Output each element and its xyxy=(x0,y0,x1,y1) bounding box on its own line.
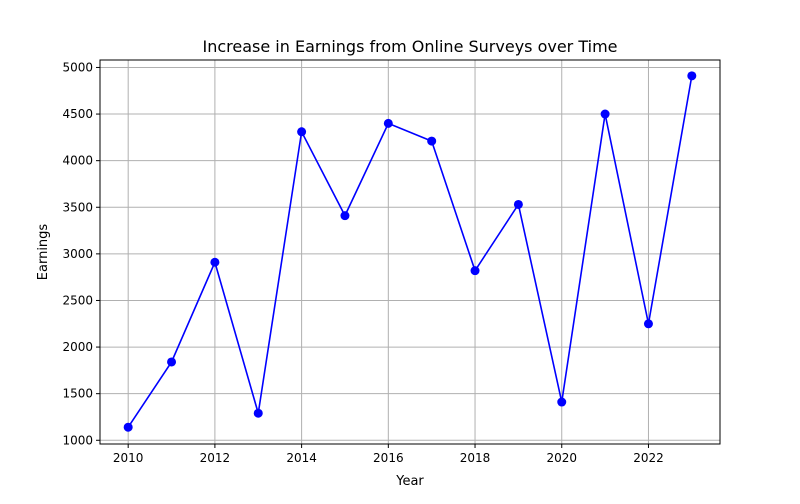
data-point xyxy=(557,397,567,407)
data-point xyxy=(687,71,697,81)
data-point xyxy=(210,257,220,267)
x-tick-label: 2012 xyxy=(200,451,231,465)
y-tick-label: 4000 xyxy=(62,154,93,168)
grid-lines xyxy=(100,60,720,444)
data-point xyxy=(123,422,133,432)
y-tick-label: 3500 xyxy=(62,200,93,214)
y-tick-label: 1500 xyxy=(62,387,93,401)
x-tick-label: 2022 xyxy=(633,451,664,465)
x-axis-label: Year xyxy=(395,474,424,489)
earnings-line xyxy=(127,75,693,428)
data-point xyxy=(600,109,610,119)
y-tick-label: 2500 xyxy=(62,293,93,307)
data-point xyxy=(643,319,653,329)
data-point xyxy=(427,136,437,146)
chart-title: Increase in Earnings from Online Surveys… xyxy=(203,37,618,56)
data-point xyxy=(470,266,480,276)
y-tick-label: 5000 xyxy=(62,60,93,74)
x-tick-label: 2018 xyxy=(460,451,491,465)
y-tick-label: 2000 xyxy=(62,340,93,354)
x-tick-label: 2020 xyxy=(546,451,577,465)
x-tick-label: 2016 xyxy=(373,451,404,465)
plot-frame xyxy=(99,59,721,445)
y-tick-label: 3000 xyxy=(62,247,93,261)
x-tick-label: 2014 xyxy=(286,451,317,465)
data-point xyxy=(383,118,393,128)
y-axis-ticks: 1000 1500 2000 2500 3000 3500 4000 4500 5000 xyxy=(62,60,100,447)
x-tick-label: 2010 xyxy=(113,451,144,465)
y-axis-label: Earnings xyxy=(36,224,51,281)
data-point xyxy=(340,211,350,221)
data-point xyxy=(297,127,307,137)
data-point xyxy=(513,199,523,209)
data-point xyxy=(253,408,263,418)
y-tick-label: 4500 xyxy=(62,107,93,121)
x-axis-ticks: 2010 2012 2014 2016 2018 2020 2022 xyxy=(113,444,664,465)
data-point xyxy=(167,357,177,367)
y-tick-label: 1000 xyxy=(62,433,93,447)
data-point-markers xyxy=(123,71,697,432)
